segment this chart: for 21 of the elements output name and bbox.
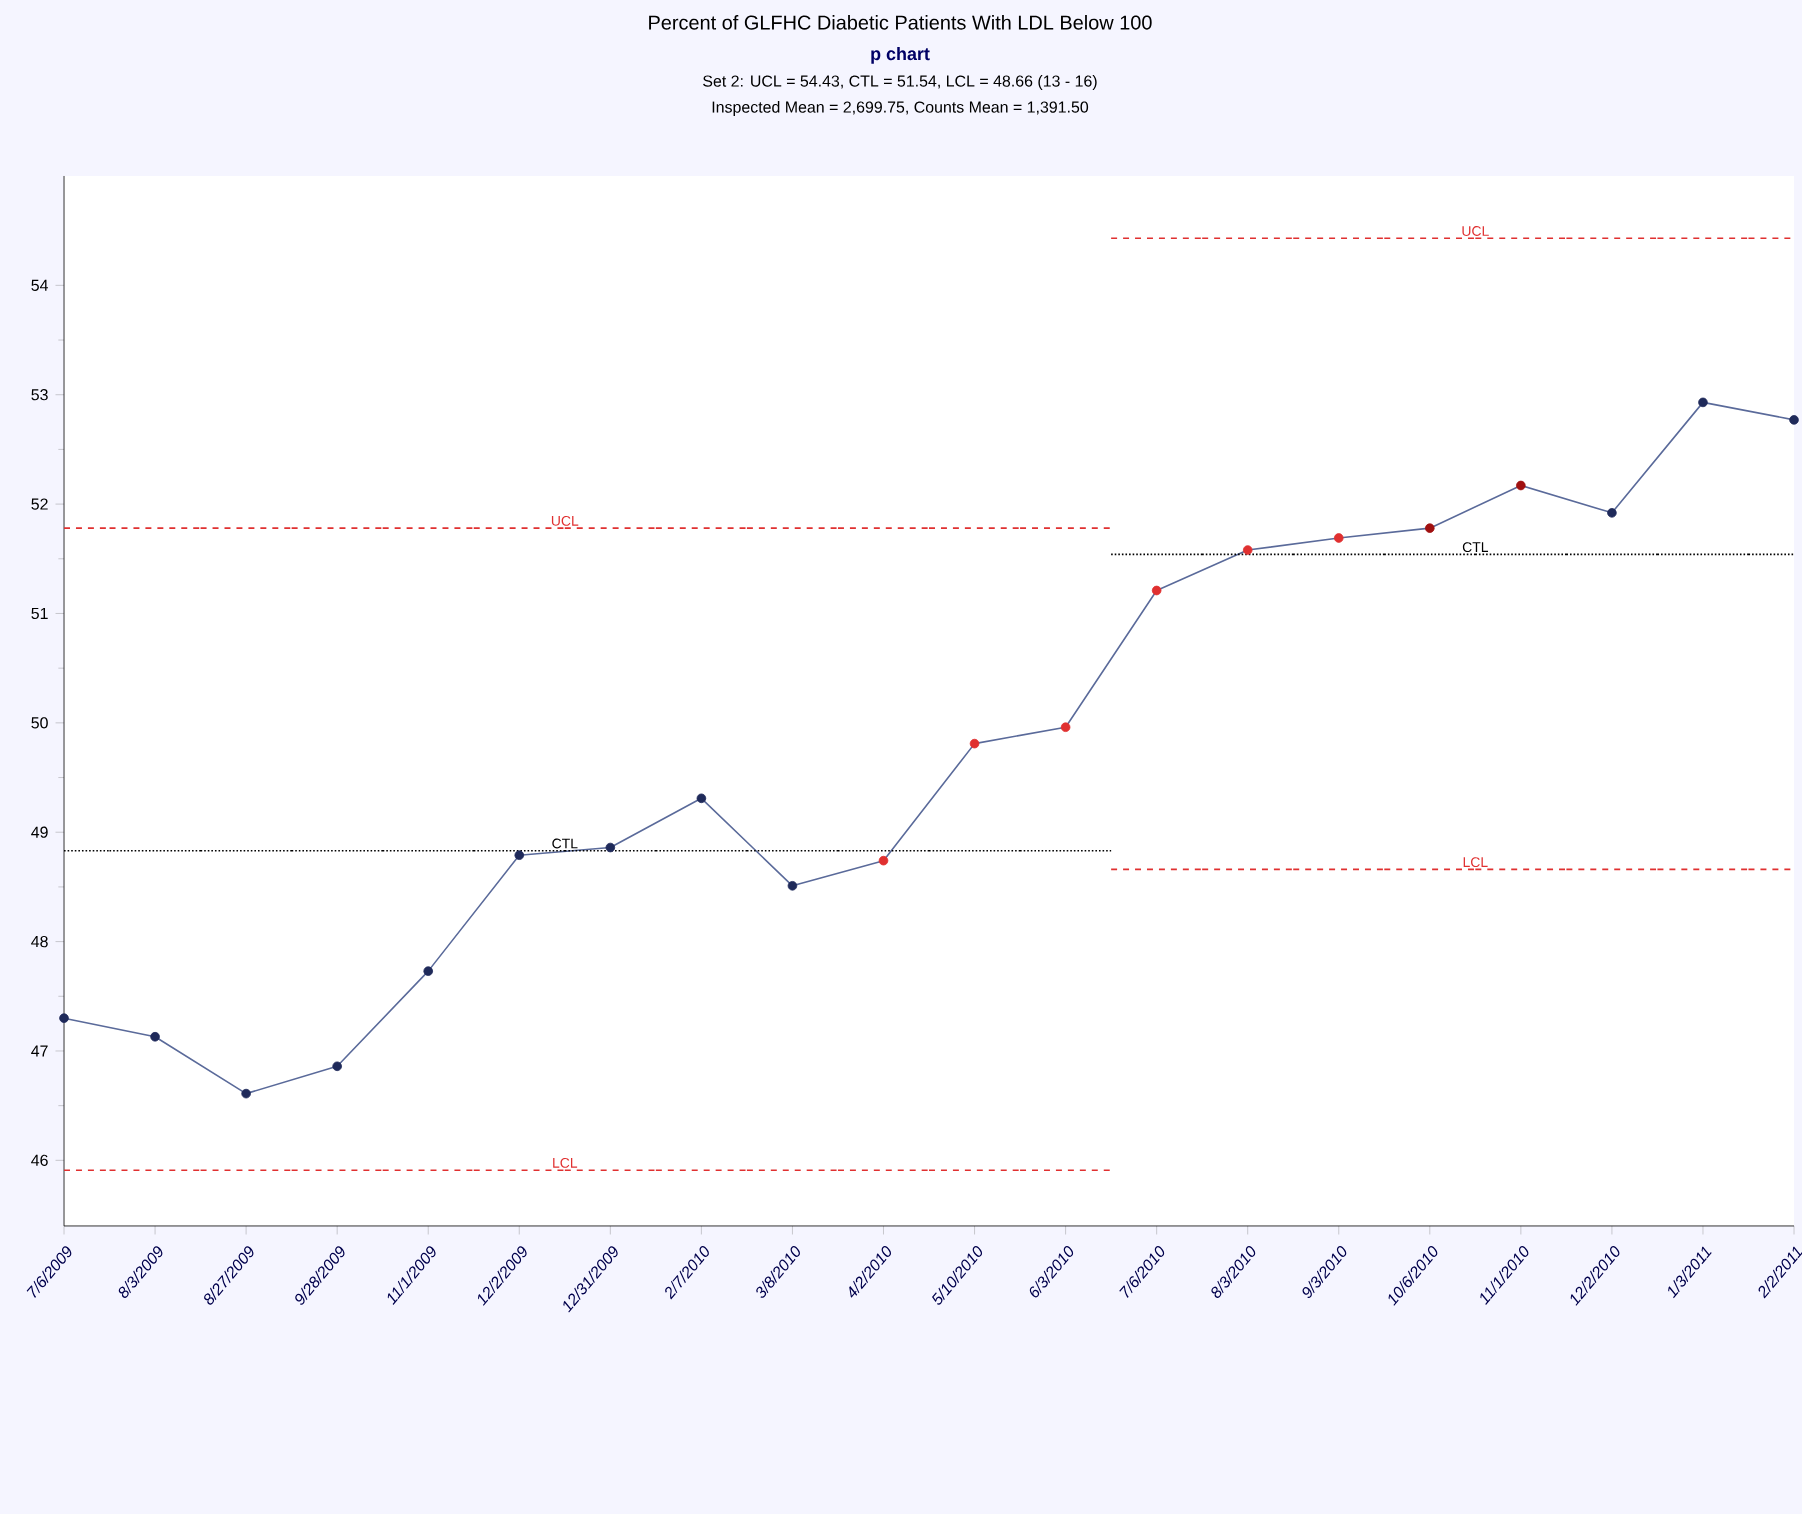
point [1333, 533, 1344, 543]
point [1151, 585, 1162, 596]
point [423, 966, 434, 976]
point [1242, 545, 1253, 555]
point [787, 881, 798, 891]
chart-subtitle: p chart [871, 47, 930, 64]
point [1698, 397, 1708, 408]
point [332, 1061, 342, 1072]
point [1607, 508, 1617, 518]
chart-title: Percent of GLFHC Diabetic Patients With LDL Below 100 [649, 15, 1152, 30]
point [1516, 480, 1526, 491]
point [878, 855, 889, 866]
point [696, 793, 707, 804]
point [1060, 722, 1071, 732]
point [605, 842, 616, 853]
point [514, 850, 525, 860]
point [241, 1088, 251, 1099]
point [150, 1031, 160, 1042]
point [59, 1013, 69, 1023]
point [969, 738, 980, 749]
point [1425, 523, 1435, 533]
